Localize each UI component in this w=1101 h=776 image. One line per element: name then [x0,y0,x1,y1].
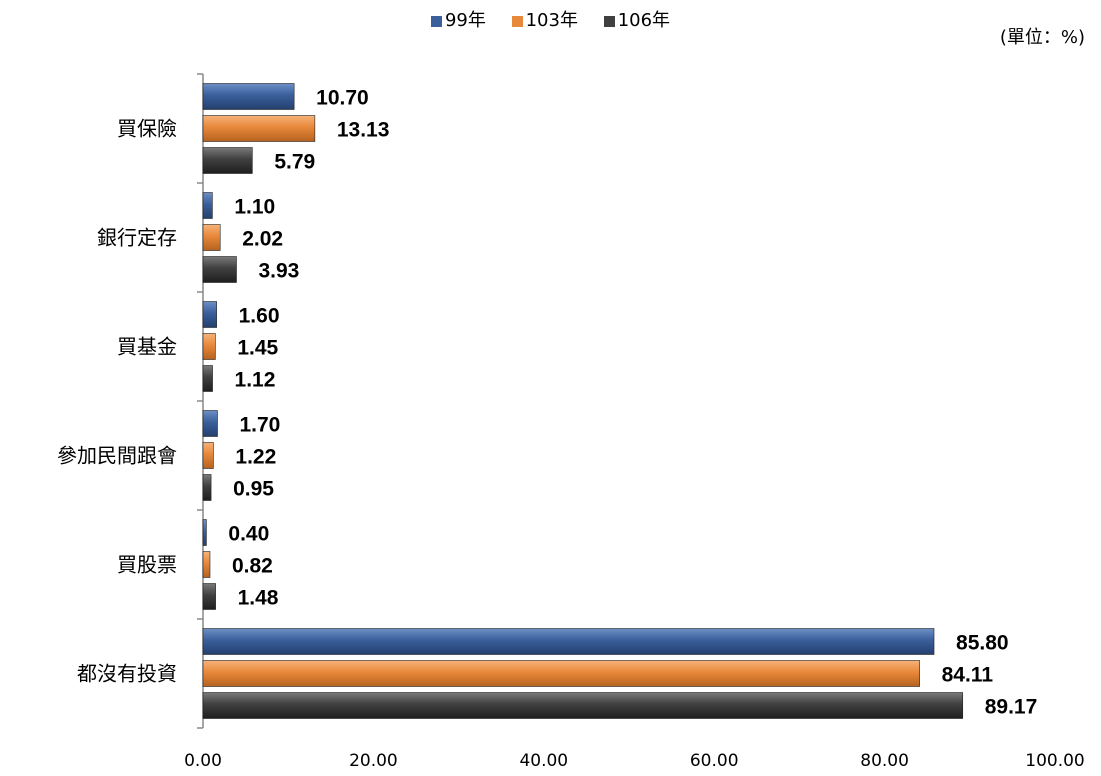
data-label: 1.10 [234,196,275,219]
y-axis-ticks [197,73,203,729]
bar [202,583,216,610]
x-tick-label: 40.00 [519,751,568,771]
data-label: 1.45 [237,337,278,360]
x-tick-label: 60.00 [690,751,739,771]
legend: 99年 103年 106年 [0,6,1101,32]
legend-label-106: 106年 [617,10,671,31]
data-label: 85.80 [956,632,1009,655]
bar [202,628,935,655]
category-label: 參加民間跟會 [57,444,177,468]
bars: 10.70 13.13 5.79 1.10 2.02 3.93 1.60 1.45 1.12 1.… [202,83,1038,719]
bar [202,115,316,142]
data-label: 0.82 [232,555,273,578]
data-label: 1.48 [238,587,279,610]
data-label: 3.93 [258,260,299,283]
bar [202,224,221,251]
bar [202,147,253,174]
data-label: 84.11 [942,664,994,687]
data-label: 0.95 [233,478,274,501]
bar [202,365,213,392]
category-label: 都沒有投資 [77,662,177,686]
data-label: 13.13 [337,119,390,142]
bar [202,551,211,578]
category-label: 買股票 [117,553,177,577]
data-label: 5.79 [274,151,315,174]
legend-swatch-99 [430,15,442,27]
data-label: 2.02 [242,228,283,251]
bar [202,333,216,360]
legend-item-99: 99年 [430,6,486,32]
bar [202,474,212,501]
data-label: 89.17 [985,696,1038,719]
bar [202,660,920,687]
legend-swatch-103 [511,15,523,27]
x-tick-label: 20.00 [349,751,398,771]
category-label: 買基金 [117,335,177,359]
unit-note: (單位：%) [999,27,1085,48]
legend-label-99: 99年 [444,10,486,31]
legend-item-103: 103年 [511,6,578,32]
legend-item-106: 106年 [603,6,671,32]
x-axis-ticks: 0.00 20.00 40.00 60.00 80.00 100.00 [184,751,1085,771]
bar [202,83,295,110]
bar [202,301,217,328]
legend-label-103: 103年 [525,10,578,31]
data-label: 1.60 [239,305,280,328]
bar [202,692,964,719]
x-tick-label: 0.00 [184,751,222,771]
bar [202,519,207,546]
data-label: 1.22 [235,446,276,469]
legend-swatch-106 [603,15,615,27]
data-label: 1.12 [235,369,276,392]
bar [202,192,213,219]
bar [202,256,237,283]
x-tick-label: 100.00 [1025,751,1084,771]
data-label: 10.70 [316,87,369,110]
bar [202,442,214,469]
bar [202,410,218,437]
category-label: 銀行定存 [97,226,177,250]
data-label: 1.70 [239,414,280,437]
x-tick-label: 80.00 [860,751,909,771]
data-label: 0.40 [228,523,269,546]
category-label: 買保險 [117,117,177,141]
